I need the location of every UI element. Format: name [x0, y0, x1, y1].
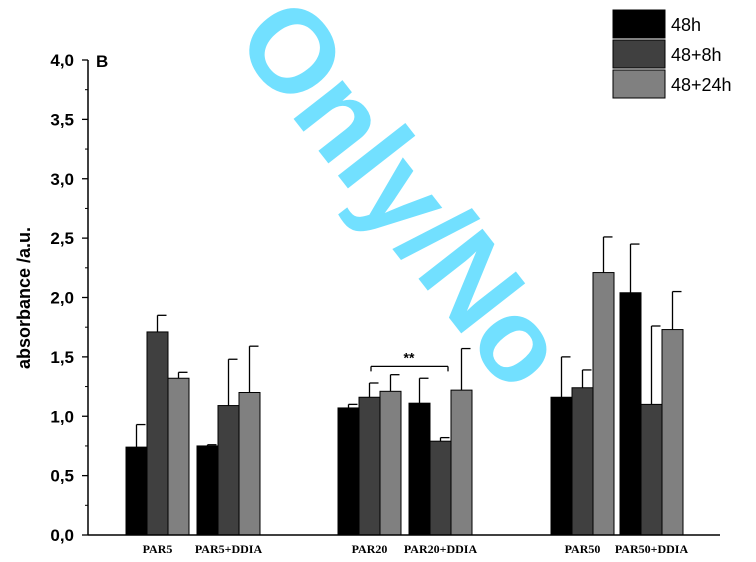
- legend-swatch-1: [612, 39, 666, 69]
- y-tick-label-3: 1,5: [50, 348, 74, 367]
- bar-2-1: [358, 396, 381, 536]
- bar-0-0: [125, 446, 148, 536]
- bar-5-2: [661, 329, 684, 536]
- y-ticks: 0,0 0,5 1,0 1,5 2,0 2,5 3,0 3,5 4,0: [50, 51, 88, 545]
- bar-2-0: [337, 407, 360, 536]
- bar-3-1: [429, 440, 452, 536]
- y-axis-title: absorbance /a.u.: [14, 227, 34, 369]
- error-bars-layer: [135, 236, 682, 448]
- bar-1-1: [217, 405, 240, 536]
- bar-3-2: [450, 389, 473, 536]
- x-category-label-0: PAR5: [143, 542, 173, 556]
- legend-label-1: 48+8h: [671, 45, 722, 65]
- y-tick-label-2: 1,0: [50, 407, 74, 426]
- bar-0-1: [146, 331, 169, 536]
- bar-1-0: [196, 445, 219, 536]
- y-tick-label-1: 0,5: [50, 467, 74, 486]
- y-tick-label-6: 3,0: [50, 170, 74, 189]
- legend-label-2: 48+24h: [671, 75, 732, 95]
- x-category-label-4: PAR50: [565, 542, 601, 556]
- x-category-label-2: PAR20: [352, 542, 388, 556]
- bars-layer: [125, 272, 684, 536]
- y-tick-label-8: 4,0: [50, 51, 74, 70]
- bar-4-1: [571, 387, 594, 536]
- y-tick-label-4: 2,0: [50, 289, 74, 308]
- bar-3-0: [408, 402, 431, 536]
- x-category-label-3: PAR20+DDIA: [404, 542, 478, 556]
- x-category-labels: PAR5 PAR5+DDIA PAR20 PAR20+DDIA PAR50 PAR50+D…: [143, 542, 689, 556]
- sig-label: **: [404, 349, 415, 365]
- bar-0-2: [167, 377, 190, 536]
- y-tick-label-0: 0,0: [50, 526, 74, 545]
- legend-label-0: 48h: [671, 15, 701, 35]
- legend-swatch-0: [612, 9, 666, 39]
- bar-2-2: [379, 390, 402, 536]
- legend: 48h 48+8h 48+24h: [612, 9, 732, 99]
- x-category-label-5: PAR50+DDIA: [615, 542, 689, 556]
- bar-4-2: [592, 272, 615, 536]
- panel-label: B: [96, 52, 108, 71]
- y-tick-label-7: 3,5: [50, 110, 74, 129]
- bar-4-0: [550, 396, 573, 536]
- legend-swatch-2: [612, 69, 666, 99]
- x-category-label-1: PAR5+DDIA: [195, 542, 263, 556]
- y-tick-label-5: 2,5: [50, 229, 74, 248]
- significance-bracket: **: [370, 349, 449, 372]
- bar-1-2: [238, 392, 261, 536]
- bar-5-0: [619, 292, 642, 536]
- bar-5-1: [640, 403, 663, 536]
